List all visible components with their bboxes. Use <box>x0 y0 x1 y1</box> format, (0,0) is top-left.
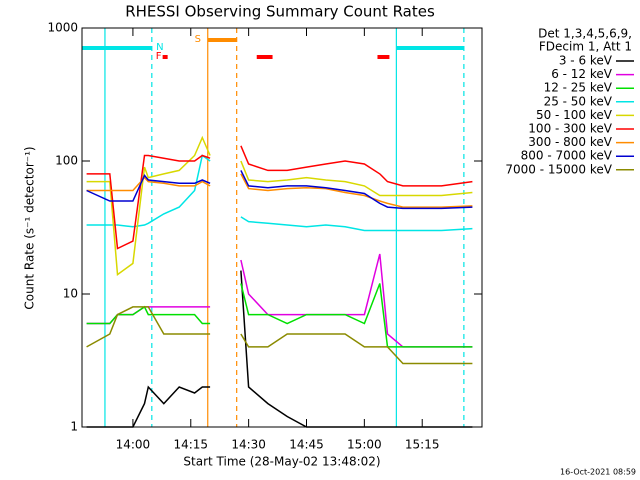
x-tick-label: 14:00 <box>116 438 151 452</box>
series-line <box>86 283 473 348</box>
timestamp: 16-Oct-2021 08:59 <box>560 468 636 477</box>
y-tick-label: 1000 <box>47 21 78 35</box>
legend-header: FDecim 1, Att 1 <box>539 40 632 54</box>
x-tick-label: 15:00 <box>347 438 382 452</box>
series-line <box>86 270 473 428</box>
series-line <box>86 145 473 250</box>
flag-label: N <box>156 42 163 53</box>
legend-label: 25 - 50 keV <box>544 94 613 108</box>
y-tick-label: 1 <box>70 420 78 434</box>
legend-header: Det 1,3,4,5,6,9, <box>538 27 632 41</box>
legend-label: 50 - 100 keV <box>536 108 613 122</box>
legend-label: 7000 - 15000 keV <box>505 162 612 176</box>
y-tick-label: 10 <box>63 287 78 301</box>
series-line <box>86 253 473 348</box>
series-line <box>86 306 473 365</box>
plot-frame <box>81 27 483 428</box>
x-tick-label: 14:30 <box>231 438 266 452</box>
x-tick-label: 14:15 <box>173 438 208 452</box>
series-line <box>86 173 473 208</box>
series-line <box>86 135 473 276</box>
flag-label: S <box>195 34 201 45</box>
x-tick-label: 14:45 <box>289 438 324 452</box>
y-axis-label: Count Rate (s⁻¹ detector⁻¹) <box>23 146 37 309</box>
legend-label: 12 - 25 keV <box>544 81 613 95</box>
chart-title: RHESSI Observing Summary Count Rates <box>125 3 435 21</box>
legend-label: 3 - 6 keV <box>559 54 613 68</box>
x-tick-label: 15:15 <box>405 438 440 452</box>
flag-label: F <box>156 51 162 62</box>
x-axis-label: Start Time (28-May-02 13:48:02) <box>183 455 380 469</box>
legend-label: 800 - 7000 keV <box>521 149 613 163</box>
legend-label: 300 - 800 keV <box>528 135 612 149</box>
series-line <box>86 170 473 210</box>
series-line <box>86 154 473 232</box>
legend-label: 6 - 12 keV <box>551 67 613 81</box>
legend-label: 100 - 300 keV <box>528 122 612 136</box>
y-tick-label: 100 <box>55 154 78 168</box>
